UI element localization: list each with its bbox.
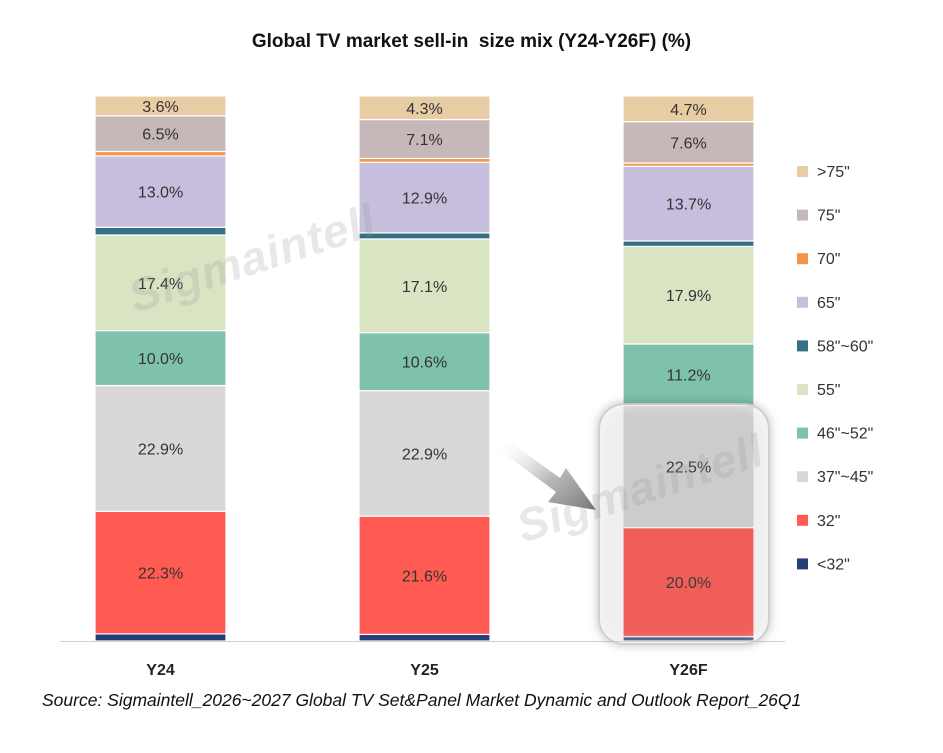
data-label: 21.6% [402,568,447,585]
x-tick-label: Y24 [146,662,175,679]
bar-segment-y26f-2 [622,404,755,529]
highlight-callout-box [598,403,770,645]
legend-swatch [797,471,808,483]
data-label: 6.5% [142,127,178,144]
bar-segment-y26f-1 [622,527,755,638]
data-label: 10.6% [402,355,447,372]
bar-segment-y24-0 [94,633,227,642]
bar-segment-y25-8 [358,118,491,160]
data-label: 4.3% [406,101,442,118]
data-label: 17.9% [666,288,711,305]
data-label: 3.6% [142,99,178,116]
data-label: 22.5% [666,459,711,476]
bar-segment-y25-9 [358,95,491,121]
bar-segment-y26f-4 [622,245,755,345]
legend-label: 32" [817,513,840,530]
legend-label: 37"~45" [817,469,873,486]
x-tick-label: Y25 [410,662,439,679]
data-label: 17.1% [402,279,447,296]
data-label: 13.0% [138,185,183,202]
bar-segment-y25-6 [358,161,491,234]
bar-segment-y24-6 [94,155,227,228]
legend-swatch [797,296,808,308]
data-label: 20.0% [666,575,711,592]
legend-swatch [797,427,808,439]
legend-label: <32" [817,556,850,573]
legend-label: 46"~52" [817,426,873,443]
legend-label: 65" [817,295,840,312]
data-label: 4.7% [670,102,706,119]
bar-segment-y25-0 [358,633,491,642]
legend-swatch [797,166,808,177]
legend-swatch [797,209,808,221]
data-label: 22.9% [402,446,447,463]
bar-segment-y25-1 [358,515,491,636]
legend-label: 75" [817,208,840,225]
data-label: 12.9% [402,191,447,208]
legend-label: 70" [817,251,840,268]
data-label: 7.1% [406,132,442,149]
bar-segment-y25-4 [358,238,491,334]
bar-segment-y26f-3 [622,343,755,406]
data-label: 11.2% [666,367,710,384]
bar-segment-y24-5 [94,226,227,236]
legend-swatch [797,253,808,265]
bar-segment-y26f-9 [622,95,755,123]
bar-segment-y26f-8 [622,121,755,164]
data-label: 17.4% [138,276,183,293]
legend-label: 58"~60" [817,338,873,355]
bar-segment-y25-2 [358,390,491,517]
bar-segment-y24-1 [94,510,227,635]
bar-segment-y24-4 [94,234,227,332]
data-label: 22.9% [138,441,183,458]
chart-title: Global TV market sell-in size mix (Y24-Y… [251,31,692,52]
bar-segment-y24-8 [94,115,227,153]
bar-segment-y26f-5 [622,240,755,248]
bar-segment-y25-3 [358,332,491,392]
bar-segment-y24-7 [94,150,227,157]
data-label: 7.6% [670,135,706,152]
legend-label: >75" [817,164,850,181]
bar-segment-y24-9 [94,95,227,117]
legend-label: 55" [817,382,840,399]
x-tick-label: Y26F [669,662,707,679]
bar-segment-y24-3 [94,329,227,387]
source-note: Source: Sigmaintell_2026~2027 Global TV … [42,690,802,710]
bar-segment-y24-2 [94,384,227,512]
data-label: 10.0% [138,351,183,368]
legend-swatch [797,558,808,570]
legend-swatch [797,340,808,352]
bar-segment-y26f-6 [622,165,755,242]
callout-arrow [500,436,596,510]
legend-swatch [797,384,808,395]
legend-swatch [797,514,808,526]
data-label: 13.7% [666,197,711,214]
data-label: 22.3% [138,566,183,583]
